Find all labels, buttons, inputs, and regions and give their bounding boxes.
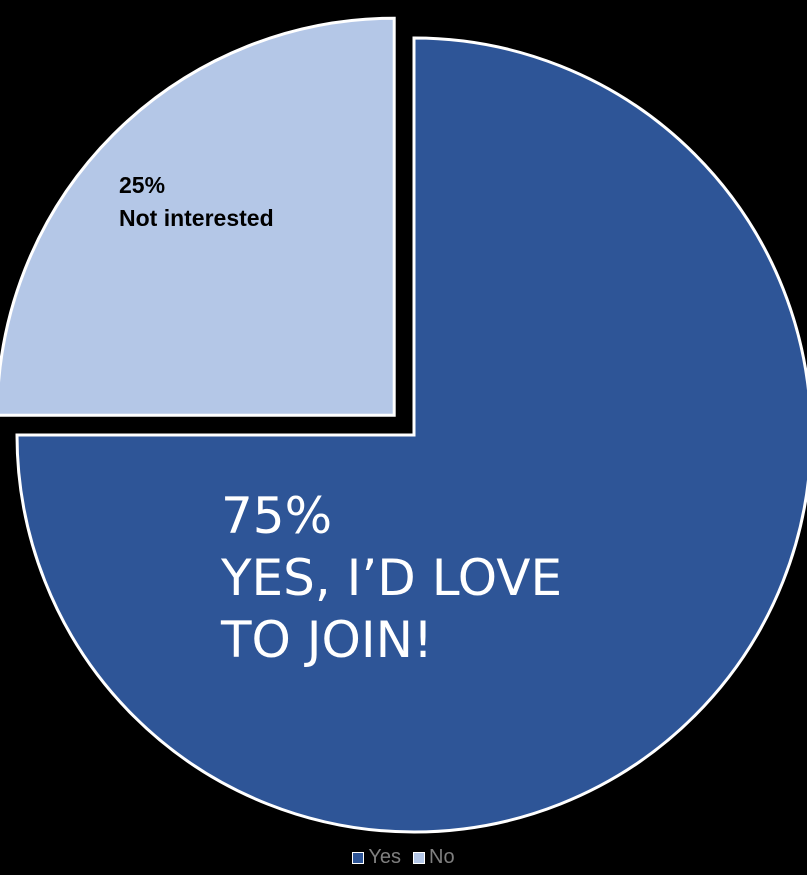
data-label-line: TO JOIN! — [220, 611, 433, 669]
data-label-line: Not interested — [119, 205, 274, 231]
legend-item-yes: Yes — [352, 846, 401, 869]
legend-item-no: No — [413, 846, 455, 869]
data-label-line: 25% — [119, 172, 165, 198]
pie-slice-no — [0, 16, 396, 417]
chart-legend: Yes No — [0, 846, 807, 869]
legend-swatch-yes — [352, 851, 365, 864]
data-label-line: YES, I’D LOVE — [220, 549, 562, 607]
data-label-no: 25% Not interested — [119, 172, 274, 231]
legend-label-yes: Yes — [368, 846, 402, 868]
data-label-line: 75% — [221, 487, 332, 545]
legend-swatch-no — [413, 851, 426, 864]
data-label-yes: 75% YES, I’D LOVE TO JOIN! — [220, 487, 562, 669]
legend-label-no: No — [429, 846, 455, 868]
pie-slice-yes — [15, 36, 807, 834]
